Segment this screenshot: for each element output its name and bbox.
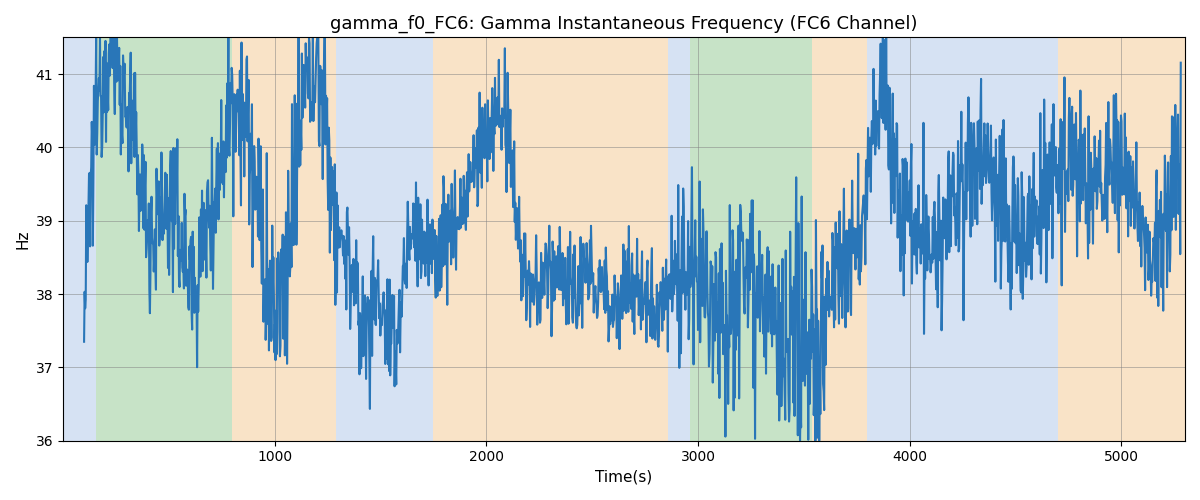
Bar (868, 38, 1058, 440)
Bar (690, 38, 812, 440)
Bar (62, 38, 96, 440)
Title: gamma_f0_FC6: Gamma Instantaneous Frequency (FC6 Channel): gamma_f0_FC6: Gamma Instantaneous Freque… (330, 15, 918, 34)
Y-axis label: Hz: Hz (16, 230, 30, 249)
Bar (96, 38, 233, 440)
Bar (233, 38, 336, 440)
Bar (1058, 38, 1184, 440)
Bar (668, 38, 690, 440)
Bar (336, 38, 433, 440)
Bar (812, 38, 868, 440)
Bar (433, 38, 668, 440)
X-axis label: Time(s): Time(s) (595, 470, 653, 485)
